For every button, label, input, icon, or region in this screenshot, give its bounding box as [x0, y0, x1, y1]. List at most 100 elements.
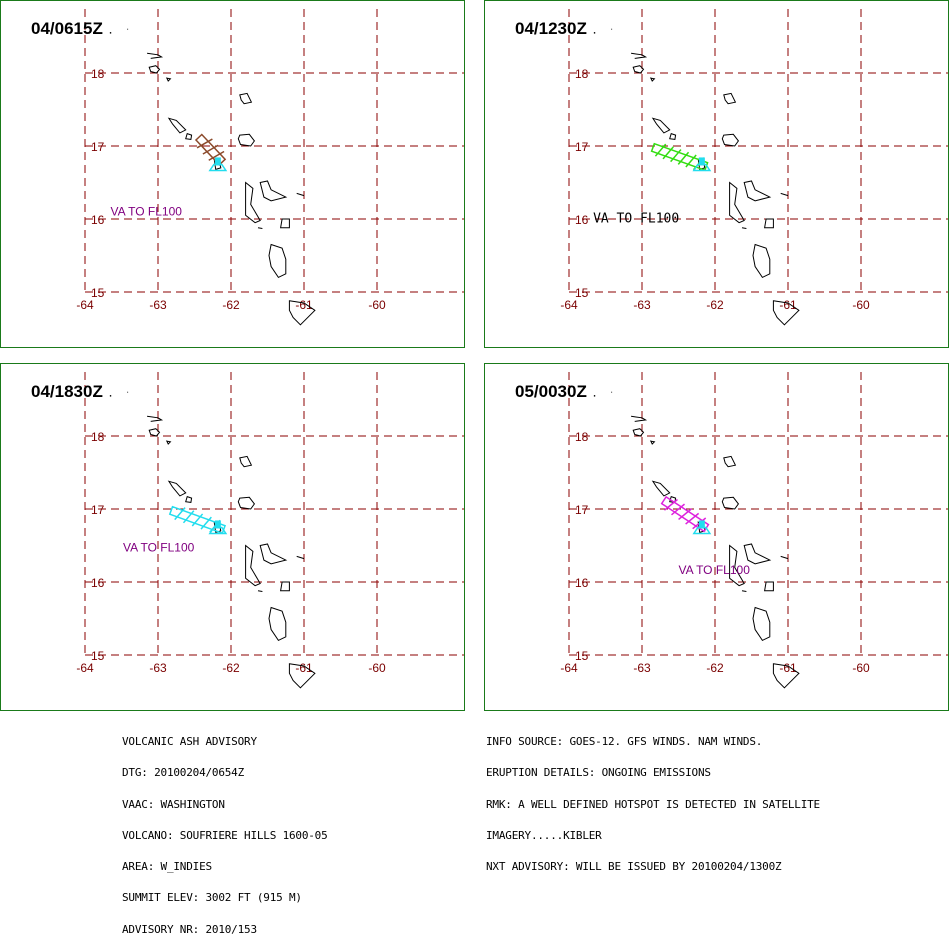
- advisory-line: ERUPTION DETAILS: ONGOING EMISSIONS: [486, 766, 711, 780]
- martinique-island: [288, 300, 316, 326]
- ash-plume-hatch: [208, 150, 225, 161]
- longitude-tick-label: -61: [295, 298, 313, 312]
- dominica-island: [752, 606, 771, 642]
- map-svg: -64 -63 -62 -61 -60 18 17 16 15 VA TO FL100: [560, 372, 948, 689]
- latitude-tick-label: 16: [575, 213, 589, 227]
- longitude-tick-label: -62: [706, 298, 724, 312]
- guadeloupe-grande-terre: [743, 543, 772, 565]
- latitude-tick-label: 18: [91, 430, 105, 444]
- advisory-line: AREA: W_INDIES: [122, 860, 212, 874]
- st-kitts-island: [167, 117, 187, 134]
- barbuda-island: [239, 92, 253, 105]
- longitude-tick-label: -60: [852, 661, 870, 675]
- ash-plume-hatch: [678, 508, 693, 521]
- advisory-line: SUMMIT ELEV: 3002 FT (915 M): [122, 891, 302, 905]
- st-martin-island: [148, 428, 161, 437]
- barbuda-island: [239, 455, 253, 468]
- marie-galante-island: [280, 581, 290, 592]
- marie-galante-island: [280, 218, 290, 229]
- guadeloupe-basse-terre: [245, 544, 261, 587]
- volcano-marker: [208, 526, 228, 535]
- ash-plume-hatch: [662, 146, 674, 160]
- ash-plume-outline: [168, 505, 227, 535]
- latitude-tick-label: 15: [91, 286, 105, 300]
- st-barthelemy-island: [649, 77, 656, 82]
- st-barthelemy-island: [165, 440, 172, 445]
- latitude-tick-label: 17: [575, 503, 589, 517]
- ash-plume-hatch: [670, 149, 682, 163]
- dominica-island: [752, 243, 771, 279]
- les-saintes-island: [257, 227, 263, 229]
- anguilla-island: [631, 415, 648, 422]
- ash-plume-hatch: [182, 510, 195, 524]
- map-svg: -64 -63 -62 -61 -60 18 17 16 15 VA TO FL100: [76, 372, 464, 689]
- longitude-tick-label: -63: [149, 298, 167, 312]
- les-saintes-island: [741, 227, 747, 229]
- va-level-label: VA TO FL100: [679, 563, 751, 577]
- longitude-tick-label: -62: [222, 298, 240, 312]
- ash-plume-outline: [194, 133, 227, 166]
- volcano-marker: [208, 163, 228, 172]
- latitude-tick-label: 15: [91, 649, 105, 663]
- antigua-island: [237, 133, 256, 147]
- la-desirade-island: [296, 192, 305, 197]
- longitude-tick-label: -60: [368, 298, 386, 312]
- la-desirade-island: [780, 555, 789, 560]
- advisory-line: NXT ADVISORY: WILL BE ISSUED BY 20100204…: [486, 860, 782, 874]
- map-panel-2: -64 -63 -62 -61 -60 18 17 16 15 VA TO FL100 04/12…: [484, 0, 949, 348]
- latitude-tick-label: 16: [575, 576, 589, 590]
- latitude-tick-label: 18: [91, 67, 105, 81]
- guadeloupe-basse-terre: [245, 181, 261, 224]
- ash-plume-hatch: [196, 138, 213, 149]
- guadeloupe-basse-terre: [729, 181, 745, 224]
- map-panel-4: -64 -63 -62 -61 -60 18 17 16 15 VA TO FL100 05/00…: [484, 363, 949, 711]
- advisory-left-block: VOLCANIC ASH ADVISORY DTG: 20100204/0654…: [122, 716, 328, 946]
- islet-dot: [593, 32, 596, 34]
- advisory-line: IMAGERY.....KIBLER: [486, 828, 602, 842]
- map-svg: -64 -63 -62 -61 -60 18 17 16 15 VA TO FL100: [76, 9, 464, 326]
- volcano-icon: [698, 157, 705, 166]
- antigua-island: [721, 133, 740, 147]
- islet-dot: [593, 395, 596, 397]
- advisory-line: VOLCANO: SOUFRIERE HILLS 1600-05: [122, 828, 328, 842]
- latitude-tick-label: 18: [575, 67, 589, 81]
- latitude-tick-label: 17: [91, 503, 105, 517]
- volcano-marker: [692, 163, 712, 172]
- ash-plume-hatch: [671, 503, 685, 516]
- volcano-icon: [214, 157, 221, 166]
- martinique-island: [288, 663, 316, 689]
- st-barthelemy-island: [165, 77, 172, 82]
- lat-lon-grid: [84, 372, 464, 656]
- st-martin-island: [632, 65, 645, 74]
- advisory-line: INFO SOURCE: GOES-12. GFS WINDS. NAM WIN…: [486, 735, 763, 748]
- st-martin-island: [148, 65, 161, 74]
- latitude-tick-label: 15: [575, 649, 589, 663]
- longitude-tick-label: -63: [633, 298, 651, 312]
- panel-time-label: 05/0030Z: [515, 382, 587, 401]
- ash-plume-hatch: [663, 498, 678, 511]
- st-kitts-island: [651, 480, 671, 497]
- latitude-tick-label: 17: [91, 140, 105, 154]
- longitude-tick-label: -63: [633, 661, 651, 675]
- latitude-tick-label: 18: [575, 430, 589, 444]
- map-svg: -64 -63 -62 -61 -60 18 17 16 15 VA TO FL100: [560, 9, 948, 326]
- la-desirade-island: [296, 555, 305, 560]
- st-kitts-island: [167, 480, 187, 497]
- longitude-tick-label: -62: [706, 661, 724, 675]
- marie-galante-island: [764, 581, 774, 592]
- longitude-tick-label: -60: [368, 661, 386, 675]
- panel-time-label: 04/1830Z: [31, 382, 103, 401]
- guadeloupe-grande-terre: [259, 180, 288, 202]
- nevis-island: [669, 132, 677, 140]
- volcano-icon: [698, 520, 705, 529]
- lat-lon-grid: [84, 9, 464, 293]
- antigua-island: [721, 496, 740, 510]
- advisory-line: VOLCANIC ASH ADVISORY: [122, 735, 257, 748]
- ash-plume-hatch: [202, 144, 219, 155]
- latitude-tick-label: 17: [575, 140, 589, 154]
- ash-plume-hatch: [200, 516, 212, 530]
- ash-plume-hatch: [654, 143, 667, 157]
- lat-lon-grid: [568, 372, 948, 656]
- va-level-label: VA TO FL100: [123, 540, 195, 554]
- ash-plume-hatch: [685, 512, 700, 525]
